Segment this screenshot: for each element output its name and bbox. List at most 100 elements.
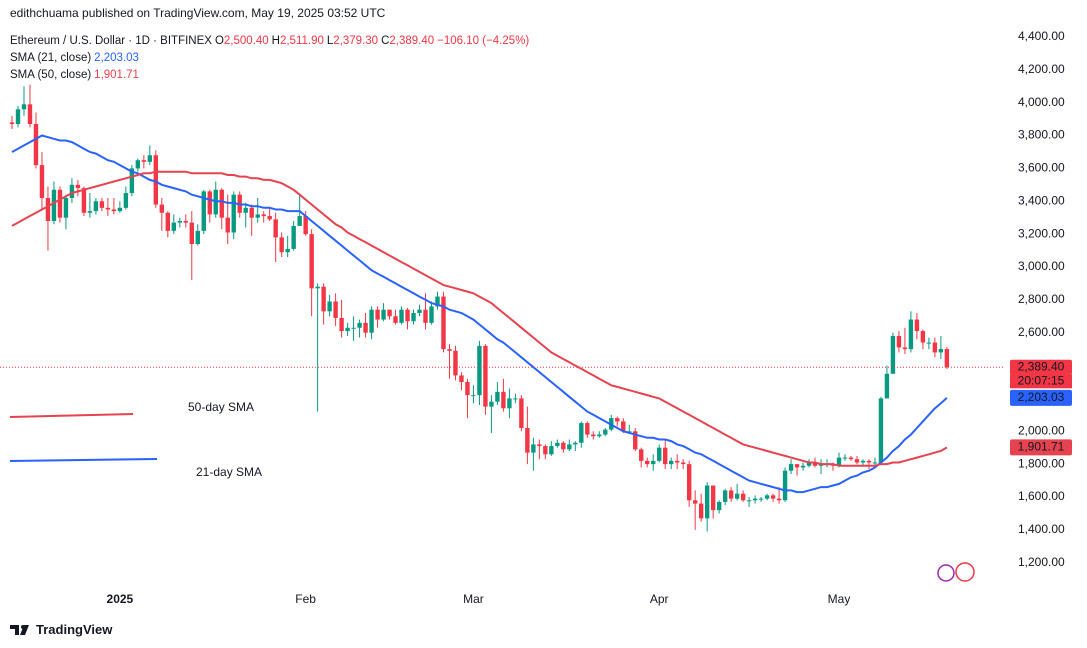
candle-body bbox=[459, 375, 464, 382]
sma-value: 1,901.71 bbox=[94, 69, 139, 81]
candle-body bbox=[633, 431, 638, 450]
candle-body bbox=[471, 395, 476, 397]
price-badge bbox=[1010, 359, 1072, 375]
plot-area bbox=[9, 84, 950, 532]
countdown-badge bbox=[1010, 374, 1072, 389]
candle-body bbox=[69, 184, 75, 198]
candle-body bbox=[345, 327, 350, 332]
candle-body bbox=[465, 381, 470, 396]
candle-body bbox=[920, 331, 926, 343]
candle-body bbox=[663, 447, 668, 465]
ohlc-key: C bbox=[381, 35, 390, 47]
candle-body bbox=[27, 104, 33, 125]
candle-body bbox=[507, 398, 512, 409]
candle-body bbox=[573, 442, 578, 445]
candle-body bbox=[129, 168, 135, 194]
candle-body bbox=[285, 248, 290, 253]
candle-body bbox=[657, 447, 662, 461]
candle-body bbox=[477, 345, 482, 396]
candle-body bbox=[15, 109, 21, 125]
candle-body bbox=[896, 335, 902, 348]
candle-body bbox=[147, 155, 153, 162]
candle-body bbox=[393, 316, 398, 323]
candle-body bbox=[309, 234, 314, 289]
candle-body bbox=[788, 464, 794, 471]
candle-body bbox=[621, 421, 626, 432]
candle-body bbox=[698, 503, 704, 519]
candle-body bbox=[758, 498, 764, 500]
candle-body bbox=[836, 457, 842, 466]
candle-body bbox=[183, 220, 188, 223]
y-tick-label: 1,200.00 bbox=[1018, 555, 1065, 569]
sma-name: SMA (21, close) bbox=[10, 52, 92, 64]
candle-body bbox=[579, 423, 584, 443]
candle-body bbox=[327, 301, 332, 312]
legend-sma21: SMA (21, close) 2,203.03 bbox=[10, 52, 142, 64]
ohlc-key: O bbox=[214, 35, 224, 47]
annotation-line bbox=[9, 413, 134, 418]
candle-body bbox=[537, 444, 542, 447]
candle-body bbox=[878, 398, 884, 463]
y-tick-label: 2,800.00 bbox=[1018, 292, 1065, 306]
ohlc-value: 2,389.40 bbox=[389, 35, 435, 47]
candle-body bbox=[716, 501, 722, 511]
candle-body bbox=[746, 500, 752, 502]
candle-body bbox=[914, 319, 920, 332]
candle-body bbox=[201, 191, 206, 231]
candle-body bbox=[489, 401, 494, 407]
candle-body bbox=[902, 347, 908, 350]
candle-body bbox=[279, 237, 284, 253]
candle-body bbox=[890, 335, 896, 374]
candle-body bbox=[45, 197, 51, 221]
candle-body bbox=[87, 211, 93, 213]
candle-body bbox=[872, 462, 878, 464]
candle-body bbox=[645, 460, 650, 465]
y-tick-label: 1,800.00 bbox=[1018, 456, 1065, 470]
candle-body bbox=[728, 490, 734, 499]
candle-body bbox=[627, 431, 632, 433]
candle-body bbox=[357, 322, 362, 328]
y-tick-label: 1,400.00 bbox=[1018, 522, 1065, 536]
candle-body bbox=[177, 220, 182, 223]
candle-body bbox=[770, 495, 776, 499]
publisher: edithchuama published on TradingView.com… bbox=[10, 6, 386, 20]
candle-body bbox=[674, 460, 680, 463]
candle-body bbox=[291, 225, 296, 249]
candle-body bbox=[123, 193, 129, 208]
candle-body bbox=[267, 216, 272, 220]
candle-body bbox=[303, 216, 308, 235]
candle-body bbox=[111, 209, 117, 212]
ohlc-key: L bbox=[326, 35, 334, 47]
candle-body bbox=[501, 391, 506, 409]
y-tick-label: 3,400.00 bbox=[1018, 193, 1065, 207]
x-tick-label: Mar bbox=[463, 592, 484, 606]
candle-body bbox=[842, 457, 848, 459]
candle-body bbox=[273, 219, 278, 238]
candle-body bbox=[651, 460, 656, 465]
price-badge bbox=[1010, 439, 1072, 456]
price-badge-label: 2,203.03 bbox=[1018, 390, 1065, 404]
symbol-title: Ethereum / U.S. Dollar · 1D · BITFINEX bbox=[10, 35, 212, 47]
candle-body bbox=[81, 188, 87, 213]
candle-body bbox=[135, 160, 141, 169]
candle-body bbox=[363, 322, 368, 333]
candle-body bbox=[99, 201, 105, 208]
candle-body bbox=[435, 296, 440, 307]
annotation-line bbox=[9, 458, 158, 462]
candle-body bbox=[369, 309, 374, 333]
candle-body bbox=[21, 104, 27, 110]
candle-body bbox=[704, 485, 710, 519]
candle-body bbox=[722, 490, 728, 502]
candle-body bbox=[195, 230, 200, 244]
candle-body bbox=[764, 495, 770, 499]
candle-body bbox=[603, 429, 608, 435]
candle-body bbox=[9, 122, 15, 125]
candle-body bbox=[782, 470, 788, 501]
footer: TradingView bbox=[10, 622, 112, 637]
candle-body bbox=[525, 427, 530, 453]
candle-body bbox=[806, 462, 812, 466]
candle-body bbox=[39, 165, 45, 198]
y-tick-label: 4,200.00 bbox=[1018, 62, 1065, 76]
candle-body bbox=[860, 460, 866, 463]
candle-body bbox=[105, 207, 111, 210]
